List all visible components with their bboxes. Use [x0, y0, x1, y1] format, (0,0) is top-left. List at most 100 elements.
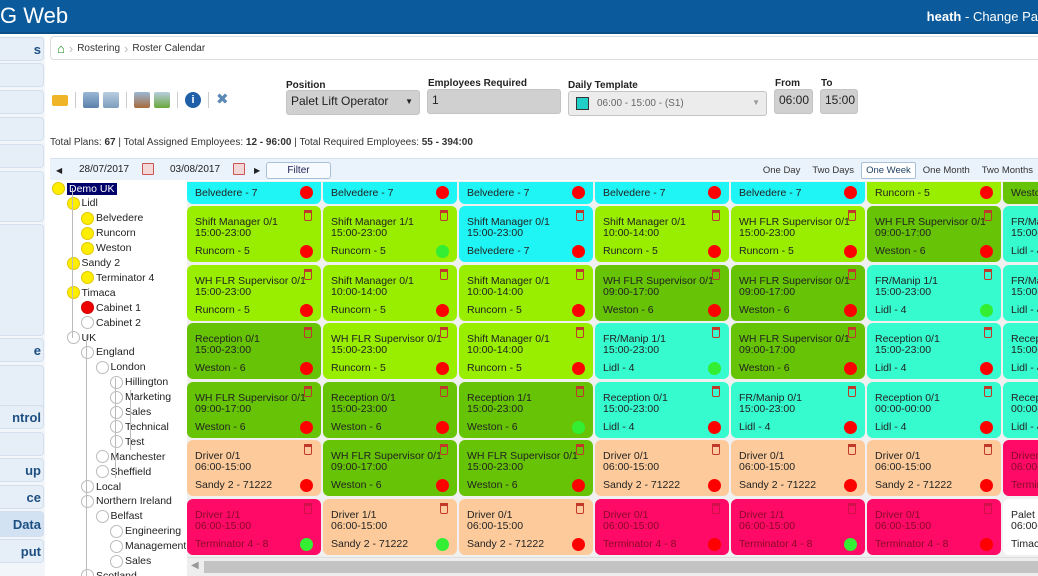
sidebar-item[interactable] — [0, 224, 44, 336]
shift-cell[interactable]: Reception 0/1 00:00-00:00 Lidl - 4 — [867, 381, 1001, 438]
daily-template-select[interactable]: 06:00 - 15:00 - (S1) ▼ — [568, 91, 767, 116]
position-select[interactable]: Palet Lift Operator ▼ — [286, 90, 420, 115]
shift-cell[interactable]: Driver 0/1 06:00-15:00 Sandy 2 - 71222 — [731, 440, 865, 496]
tree-node[interactable]: Management — [110, 539, 186, 554]
tree-node[interactable]: Demo UK — [52, 181, 117, 196]
view-one-month[interactable]: One Month — [922, 165, 970, 176]
top-cell[interactable]: Belvedere - 7 — [459, 182, 593, 204]
tools-icon[interactable]: ✖ — [216, 91, 229, 108]
sidebar-item[interactable]: ce — [0, 485, 44, 509]
shift-cell[interactable]: Shift Manager 1/1 15:00-23:00 Runcorn - 5 — [323, 206, 457, 262]
shift-cell[interactable]: Shift Manager 0/1 10:00-14:00 Runcorn - 5 — [323, 264, 457, 321]
delete-trash-icon[interactable] — [984, 268, 992, 280]
delete-trash-icon[interactable] — [304, 502, 312, 514]
shift-cell[interactable]: Shift Manager 0/1 15:00-23:00 Belvedere - … — [459, 206, 593, 262]
shift-cell[interactable]: WH FLR Supervisor 0/1 15:00-23:00 Runcorn … — [323, 323, 457, 379]
delete-trash-icon[interactable] — [984, 385, 992, 397]
tree-node[interactable]: Sales — [110, 405, 151, 420]
delete-trash-icon[interactable] — [848, 268, 856, 280]
shift-cell[interactable]: WH FLR Supervisor 0/1 15:00-23:00 Runcorn … — [731, 206, 865, 262]
import-icon[interactable] — [103, 92, 119, 108]
shift-cell[interactable]: FR/Ma15:00- Lidl - 4 — [1003, 206, 1038, 262]
top-cell[interactable]: Belvedere - 7 — [595, 182, 729, 204]
tree-node[interactable]: Terminator 4 — [81, 270, 154, 285]
tree-node[interactable]: Engineering — [110, 524, 181, 539]
scrollbar-thumb[interactable] — [204, 561, 1038, 573]
shift-cell[interactable]: Reception 0/1 15:00-23:00 Weston - 6 — [323, 381, 457, 438]
shift-cell[interactable]: Reception 0/1 15:00-23:00 Weston - 6 — [187, 323, 321, 379]
tree-node[interactable]: Technical — [110, 419, 169, 434]
shift-cell[interactable]: FR/Manip 1/1 15:00-23:00 Lidl - 4 — [595, 323, 729, 379]
delete-trash-icon[interactable] — [576, 385, 584, 397]
top-cell[interactable]: Belvedere - 7 — [731, 182, 865, 204]
filter-button[interactable]: Filter — [266, 162, 331, 179]
delete-trash-icon[interactable] — [304, 385, 312, 397]
view-two-months[interactable]: Two Months — [981, 165, 1033, 176]
shift-cell[interactable]: Shift Manager 0/1 10:00-14:00 Runcorn - 5 — [459, 264, 593, 321]
delete-trash-icon[interactable] — [440, 268, 448, 280]
shift-cell[interactable]: Driver 0/1 06:00-15:00 Sandy 2 - 71222 — [595, 440, 729, 496]
delete-trash-icon[interactable] — [576, 444, 584, 455]
tree-node[interactable]: Lidl — [66, 196, 98, 211]
shift-cell[interactable]: Driver 1/1 06:00-15:00 Terminator 4 - 8 — [187, 498, 321, 555]
tree-node[interactable]: Cabinet 2 — [81, 315, 141, 330]
delete-trash-icon[interactable] — [848, 502, 856, 514]
sidebar-item[interactable] — [0, 365, 44, 411]
delete-trash-icon[interactable] — [712, 502, 720, 514]
start-date[interactable]: 28/07/2017 — [79, 164, 130, 175]
shift-cell[interactable]: Shift Manager 0/1 10:00-14:00 Runcorn - 5 — [595, 206, 729, 262]
delete-trash-icon[interactable] — [440, 502, 448, 514]
sidebar-item[interactable]: up — [0, 458, 44, 482]
tree-node[interactable]: Sheffield — [95, 464, 151, 479]
delete-trash-icon[interactable] — [848, 327, 856, 338]
top-cell[interactable]: Belvedere - 7 — [323, 182, 457, 204]
tree-node[interactable]: Local — [81, 479, 121, 494]
delete-trash-icon[interactable] — [440, 327, 448, 338]
tree-node[interactable]: Runcorn — [81, 226, 136, 241]
shift-cell[interactable]: WH FLR Supervisor 0/1 15:00-23:00 Weston -… — [459, 440, 593, 496]
shift-cell[interactable]: Driver 0/1 06:00-15:00 Terminator 4 - 8 — [867, 498, 1001, 555]
tree-node[interactable]: Manchester — [95, 449, 165, 464]
tree-node[interactable]: England — [81, 345, 135, 360]
shift-cell[interactable]: WH FLR Supervisor 0/1 09:00-17:00 Weston -… — [867, 206, 1001, 262]
delete-trash-icon[interactable] — [304, 444, 312, 455]
shift-cell[interactable]: WH FLR Supervisor 0/1 09:00-17:00 Weston -… — [595, 264, 729, 321]
delete-trash-icon[interactable] — [712, 327, 720, 338]
calendar-icon[interactable] — [233, 163, 245, 175]
sidebar-item[interactable] — [0, 63, 44, 87]
shift-cell[interactable]: Driver 0/1 06:00-15:00 Terminator 4 - 8 — [595, 498, 729, 555]
shift-cell[interactable]: WH FLR Supervisor 0/1 09:00-17:00 Weston -… — [731, 264, 865, 321]
shift-cell[interactable]: Recep00:00- Lidl - 4 — [1003, 381, 1038, 438]
sidebar-item[interactable]: Data — [0, 511, 44, 537]
delete-trash-icon[interactable] — [712, 210, 720, 221]
shift-cell[interactable]: Driver 0/1 06:00-15:00 Sandy 2 - 71222 — [459, 498, 593, 555]
delete-trash-icon[interactable] — [984, 502, 992, 514]
tree-node[interactable]: Hillington — [110, 375, 168, 390]
username[interactable]: heath — [926, 9, 962, 24]
shift-cell[interactable]: Reception 1/1 15:00-23:00 Weston - 6 — [459, 381, 593, 438]
delete-trash-icon[interactable] — [576, 268, 584, 280]
shift-cell[interactable]: Shift Manager 0/1 10:00-14:00 Runcorn - 5 — [459, 323, 593, 379]
tree-node[interactable]: UK — [66, 330, 96, 345]
shift-cell[interactable]: WH FLR Supervisor 0/1 15:00-23:00 Runcorn … — [187, 264, 321, 321]
tree-node[interactable]: Belvedere — [81, 211, 143, 226]
shift-cell[interactable]: WH FLR Supervisor 0/1 09:00-17:00 Weston -… — [731, 323, 865, 379]
tree-node[interactable]: Marketing — [110, 390, 171, 405]
delete-trash-icon[interactable] — [848, 210, 856, 221]
scroll-left-icon[interactable]: ◀ — [191, 560, 199, 571]
sidebar-item[interactable]: ntrol — [0, 405, 44, 429]
import-all-icon[interactable] — [154, 92, 170, 108]
tree-node[interactable]: Cabinet 1 — [81, 300, 141, 315]
end-date[interactable]: 03/08/2017 — [170, 164, 221, 175]
delete-trash-icon[interactable] — [984, 327, 992, 338]
calendar-icon[interactable] — [142, 163, 154, 175]
shift-cell[interactable]: Driver 0/1 06:00-15:00 Sandy 2 - 71222 — [187, 440, 321, 496]
shift-cell[interactable]: FR/Manip 0/1 15:00-23:00 Lidl - 4 — [731, 381, 865, 438]
shift-cell[interactable]: Shift Manager 0/1 15:00-23:00 Runcorn - 5 — [187, 206, 321, 262]
shift-cell[interactable]: Driver 1/1 06:00-15:00 Terminator 4 - 8 — [731, 498, 865, 555]
tree-node[interactable]: Scotland — [81, 568, 137, 576]
sidebar-item[interactable] — [0, 171, 44, 222]
delete-trash-icon[interactable] — [440, 444, 448, 455]
delete-trash-icon[interactable] — [440, 385, 448, 397]
